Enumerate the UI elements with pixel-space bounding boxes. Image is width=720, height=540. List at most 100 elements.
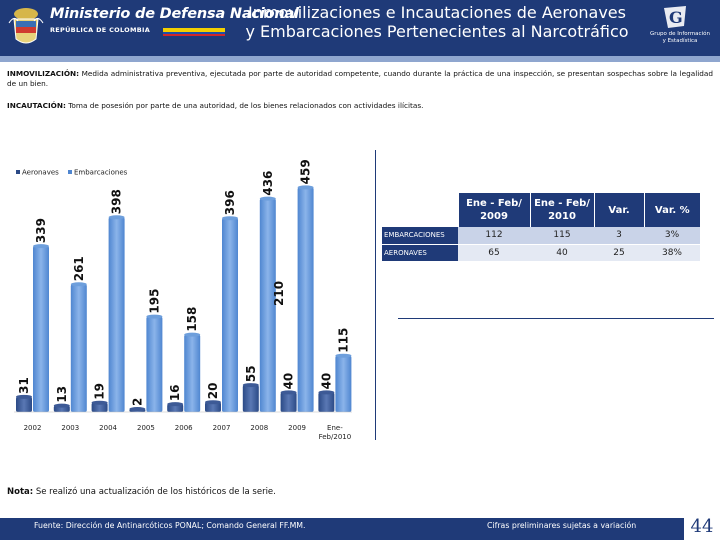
table-cell: 40 — [530, 244, 594, 262]
bar-cap-embarcaciones — [108, 215, 125, 220]
svg-text:G: G — [669, 8, 683, 27]
note: Nota: Se realizó una actualización de lo… — [7, 487, 276, 497]
group-name: Grupo de Información y Estadística — [640, 31, 720, 45]
x-tick-label: Ene- — [327, 424, 343, 432]
bar-cap-aeronaves — [205, 400, 221, 405]
bar-cap-aeronaves — [318, 390, 335, 395]
ministry-subtitle: REPÚBLICA DE COLOMBIA — [50, 26, 151, 34]
footer-line — [0, 518, 684, 520]
data-label-embarcaciones: 459 — [299, 159, 313, 184]
footer-bar — [0, 520, 684, 540]
bar-embarcaciones — [222, 218, 238, 412]
group-name-line-2: y Estadística — [662, 38, 698, 44]
bar-aeronaves — [205, 402, 221, 412]
bar-embarcaciones — [108, 217, 125, 412]
header-bar — [0, 0, 720, 62]
data-label-aeronaves: 20 — [206, 383, 220, 400]
x-tick-label: 2009 — [288, 424, 306, 432]
definition-inmovilizacion: INMOVILIZACIÓN: Medida administrativa pr… — [7, 69, 713, 89]
row-label: AERONAVES — [382, 244, 458, 262]
data-label-aeronaves: 40 — [319, 373, 333, 390]
data-label-aeronaves: 31 — [17, 377, 31, 394]
page-number: 44 — [690, 516, 714, 537]
row-label: EMBARCACIONES — [382, 227, 458, 245]
bar-cap-aeronaves — [242, 383, 259, 388]
table-cell: 65 — [458, 244, 530, 262]
page-title-line-2: y Embarcaciones Pertenecientes al Narcot… — [245, 22, 629, 41]
page-title: Inmovilizaciones e Incautaciones de Aero… — [238, 3, 636, 41]
data-label-embarcaciones: 339 — [34, 218, 48, 243]
bar-cap-embarcaciones — [33, 244, 49, 249]
bar-embarcaciones — [33, 246, 49, 412]
table-header: Var. — [594, 193, 645, 227]
bar-cap-aeronaves — [53, 403, 70, 408]
bar-cap-embarcaciones — [222, 216, 238, 221]
bar-cap-embarcaciones — [146, 314, 163, 319]
extra-data-label: 210 — [272, 281, 286, 306]
x-tick-label: 2007 — [213, 424, 231, 432]
table-corner — [382, 193, 459, 227]
bar-aeronaves — [318, 392, 335, 412]
bar-aeronaves — [280, 392, 297, 412]
data-label-embarcaciones: 115 — [336, 328, 350, 353]
table-cell: 38% — [644, 244, 700, 262]
data-label-aeronaves: 55 — [244, 365, 258, 382]
legend-swatch — [16, 170, 20, 174]
legend-label: Aeronaves — [22, 169, 59, 177]
page-title-line-1: Inmovilizaciones e Incautaciones de Aero… — [248, 3, 626, 22]
legend-swatch — [68, 170, 72, 174]
x-tick-label: 2005 — [137, 424, 155, 432]
table-cell: 115 — [530, 227, 594, 245]
table-header: Var. % — [644, 193, 700, 227]
definition-term: INMOVILIZACIÓN: — [7, 69, 80, 78]
data-label-aeronaves: 19 — [93, 383, 107, 400]
data-label-aeronaves: 2 — [130, 398, 144, 406]
bar-cap-embarcaciones — [259, 196, 276, 201]
group-name-line-1: Grupo de Información — [650, 31, 710, 37]
note-text: Se realizó una actualización de los hist… — [35, 487, 276, 497]
x-tick-label: 2002 — [24, 424, 42, 432]
table-cell: 3% — [644, 227, 700, 245]
preliminary-note: Cifras preliminares sujetas a variación — [487, 521, 637, 530]
legend-label: Embarcaciones — [74, 169, 128, 177]
table-row: AERONAVES 65 40 25 38% — [382, 244, 700, 262]
data-label-embarcaciones: 261 — [72, 256, 86, 281]
data-label-aeronaves: 16 — [168, 384, 182, 401]
bar-cap-aeronaves — [167, 402, 184, 407]
coat-of-arms-icon — [8, 8, 44, 44]
data-label-embarcaciones: 195 — [147, 289, 161, 314]
x-tick-label: Feb/2010 — [319, 433, 352, 441]
bar-aeronaves — [242, 385, 259, 412]
table-cell: 25 — [594, 244, 644, 262]
bar-embarcaciones — [259, 198, 276, 412]
bar-embarcaciones — [335, 355, 352, 412]
data-label-aeronaves: 13 — [55, 386, 69, 403]
bar-embarcaciones — [297, 187, 314, 412]
x-tick-label: 2003 — [61, 424, 79, 432]
table-cell: 3 — [594, 227, 644, 245]
table-cell: 112 — [458, 227, 530, 245]
comparison-table: Ene - Feb/ 2009 Ene - Feb/ 2010 Var. Var… — [382, 193, 700, 262]
bar-cap-aeronaves — [91, 400, 108, 405]
definition-incautacion: INCAUTACIÓN: Toma de posesión por parte … — [7, 101, 713, 111]
data-label-aeronaves: 40 — [282, 373, 296, 390]
ministry-title: Ministerio de Defensa Nacional — [50, 6, 299, 22]
data-label-embarcaciones: 158 — [185, 307, 199, 332]
bar-embarcaciones — [146, 316, 163, 412]
x-tick-label: 2008 — [250, 424, 268, 432]
horizontal-divider — [398, 318, 714, 319]
data-label-embarcaciones: 396 — [223, 190, 237, 215]
definition-term: INCAUTACIÓN: — [7, 101, 66, 110]
header-band — [0, 56, 720, 62]
note-label: Nota: — [7, 487, 34, 497]
colombia-flag-stripe-icon — [163, 28, 225, 36]
vertical-divider — [375, 150, 376, 440]
definition-text: Medida administrativa preventiva, ejecut… — [7, 69, 713, 88]
bar-aeronaves — [167, 404, 184, 412]
definition-text: Toma de posesión por parte de una autori… — [68, 101, 424, 110]
table-header: Ene - Feb/ 2009 — [458, 193, 531, 227]
source-text: Fuente: Dirección de Antinarcóticos PONA… — [34, 521, 306, 530]
bar-cap-embarcaciones — [70, 282, 87, 287]
x-tick-label: 2004 — [99, 424, 117, 432]
